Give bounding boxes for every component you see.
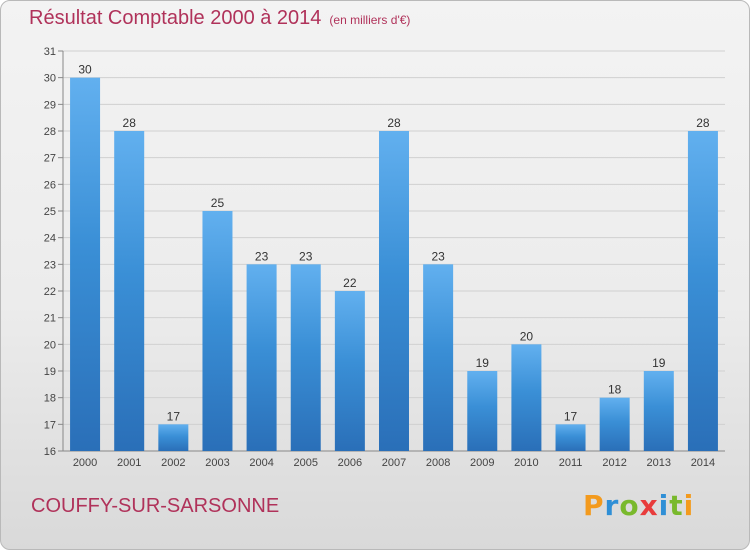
y-tick-label: 19 bbox=[44, 366, 56, 378]
bar-2006 bbox=[334, 291, 365, 451]
bar-2012 bbox=[599, 397, 630, 451]
value-label-2006: 22 bbox=[343, 276, 357, 290]
label-layer: 30 2000 28 2001 17 2002 25 2003 23 2004 23 2005 22 20… bbox=[73, 63, 715, 469]
y-tick-label: 21 bbox=[44, 313, 56, 325]
value-label-2008: 23 bbox=[431, 249, 445, 263]
x-tick-label-2011: 2011 bbox=[559, 457, 583, 469]
y-tick-label: 22 bbox=[44, 286, 56, 298]
value-label-2009: 19 bbox=[476, 356, 490, 370]
bar-layer bbox=[70, 77, 718, 452]
chart-subtitle: (en milliers d'€) bbox=[329, 13, 411, 27]
value-label-2013: 19 bbox=[652, 356, 666, 370]
logo-letter: i bbox=[683, 489, 695, 522]
x-tick-label-2010: 2010 bbox=[514, 457, 538, 469]
y-tick-label: 30 bbox=[44, 73, 56, 85]
x-tick-label-2009: 2009 bbox=[470, 457, 494, 469]
value-label-2002: 17 bbox=[167, 409, 181, 423]
y-tick-label: 17 bbox=[44, 419, 56, 431]
value-label-2007: 28 bbox=[387, 116, 401, 130]
logo-letter: P bbox=[583, 489, 605, 522]
x-tick-label-2006: 2006 bbox=[338, 457, 362, 469]
bar-2009 bbox=[467, 371, 498, 451]
value-label-2004: 23 bbox=[255, 249, 269, 263]
value-label-2003: 25 bbox=[211, 196, 225, 210]
bar-2013 bbox=[643, 371, 674, 451]
chart-title: Résultat Comptable 2000 à 2014 (en millie… bbox=[29, 7, 410, 30]
bar-2001 bbox=[114, 131, 145, 451]
bar-2004 bbox=[246, 264, 277, 451]
x-tick-label-2007: 2007 bbox=[382, 457, 406, 469]
x-tick-label-2001: 2001 bbox=[117, 457, 141, 469]
y-tick-label: 29 bbox=[44, 99, 56, 111]
logo-letter: o bbox=[619, 489, 640, 522]
bar-2002 bbox=[158, 424, 189, 451]
y-tick-label: 28 bbox=[44, 126, 56, 138]
x-tick-label-2002: 2002 bbox=[161, 457, 185, 469]
x-tick-label-2003: 2003 bbox=[205, 457, 229, 469]
y-tick-label: 18 bbox=[44, 393, 56, 405]
y-tick-label: 16 bbox=[44, 446, 56, 458]
logo-letter: t bbox=[669, 489, 684, 522]
value-label-2012: 18 bbox=[608, 383, 622, 397]
y-tick-label: 24 bbox=[44, 233, 56, 245]
y-tick-label: 23 bbox=[44, 259, 56, 271]
value-label-2014: 28 bbox=[696, 116, 710, 130]
proxiti-logo[interactable]: Proxiti bbox=[583, 489, 694, 522]
bar-2008 bbox=[423, 264, 454, 451]
bar-2007 bbox=[379, 131, 409, 451]
value-label-2000: 30 bbox=[78, 63, 92, 77]
x-tick-label-2005: 2005 bbox=[293, 457, 317, 469]
bar-2000 bbox=[70, 77, 101, 452]
bar-2011 bbox=[555, 424, 586, 451]
logo-letter: i bbox=[658, 489, 670, 522]
bar-2003 bbox=[202, 211, 233, 451]
logo-letter: x bbox=[639, 489, 659, 522]
x-tick-label-2014: 2014 bbox=[691, 457, 715, 469]
value-label-2001: 28 bbox=[123, 116, 137, 130]
bar-2010 bbox=[511, 344, 542, 451]
y-tick-label: 20 bbox=[44, 339, 56, 351]
y-tick-label: 31 bbox=[44, 46, 56, 58]
y-tick-label: 26 bbox=[44, 179, 56, 191]
x-tick-label-2008: 2008 bbox=[426, 457, 450, 469]
logo-letter: r bbox=[604, 489, 620, 522]
bar-2005 bbox=[290, 264, 321, 451]
x-tick-label-2000: 2000 bbox=[73, 457, 97, 469]
location-name: COUFFY-SUR-SARSONNE bbox=[31, 495, 280, 517]
value-label-2011: 17 bbox=[564, 409, 578, 423]
value-label-2005: 23 bbox=[299, 249, 313, 263]
y-tick-label: 27 bbox=[44, 153, 56, 165]
value-label-2010: 20 bbox=[520, 329, 534, 343]
x-tick-label-2004: 2004 bbox=[249, 457, 273, 469]
bar-2014 bbox=[687, 131, 718, 451]
chart-title-text: Résultat Comptable 2000 à 2014 bbox=[29, 7, 322, 29]
x-tick-label-2013: 2013 bbox=[647, 457, 671, 469]
x-tick-label-2012: 2012 bbox=[602, 457, 626, 469]
y-tick-label: 25 bbox=[44, 206, 56, 218]
